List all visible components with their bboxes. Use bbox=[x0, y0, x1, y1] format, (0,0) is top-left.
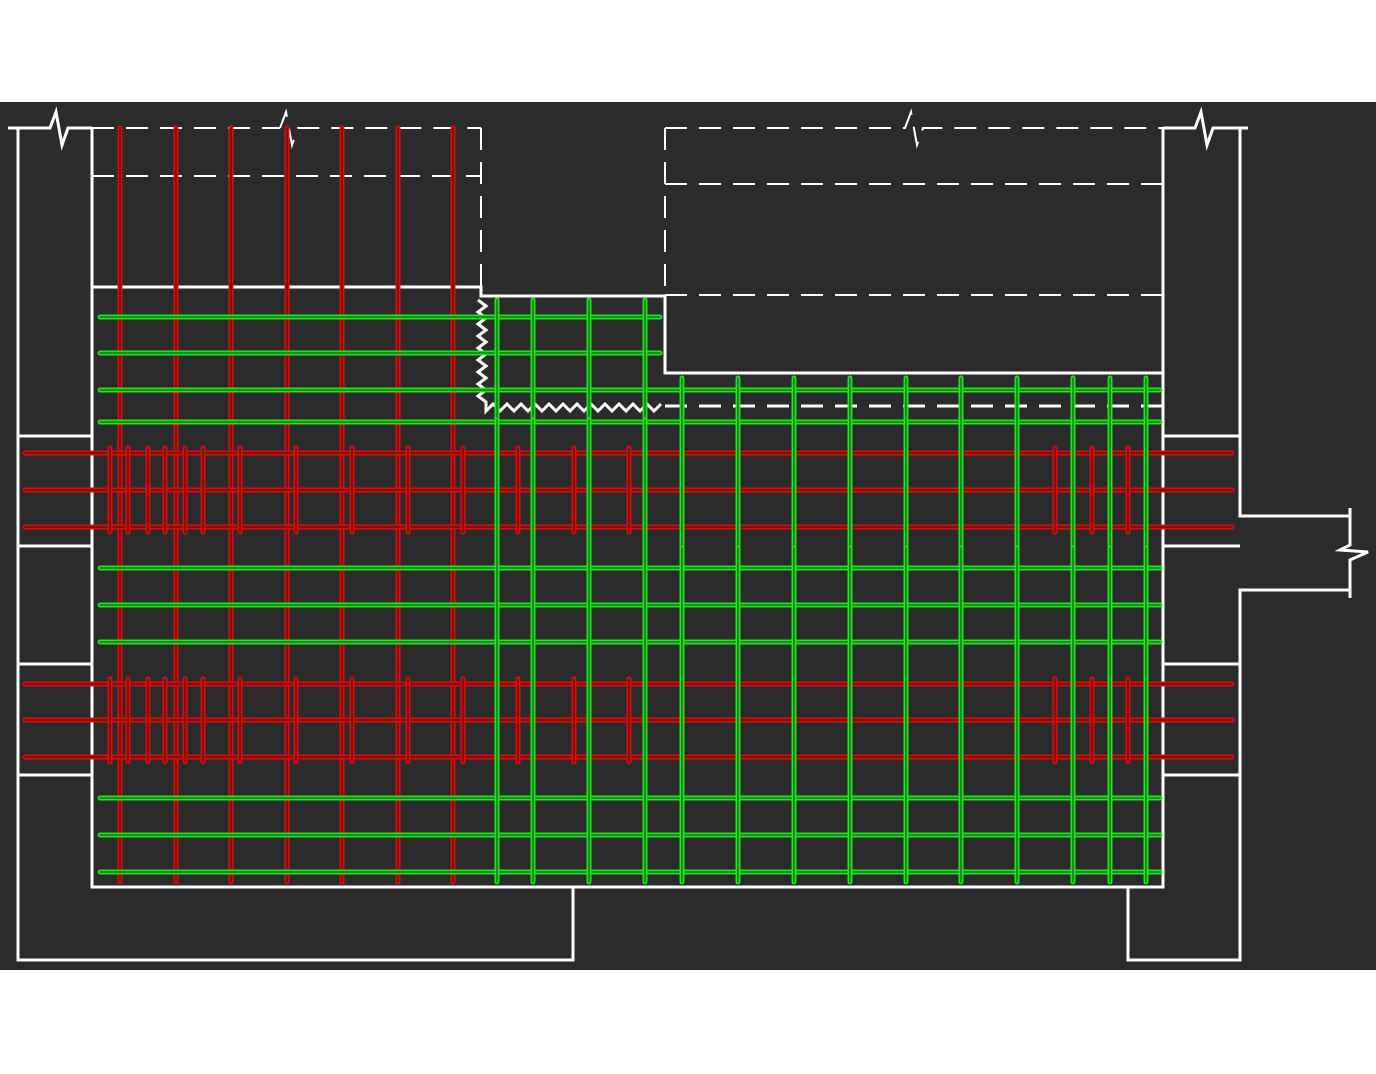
right-column-outline bbox=[1238, 128, 1350, 518]
green-rebar bbox=[97, 297, 1163, 885]
construction-joint bbox=[475, 298, 663, 415]
left-footing-outline bbox=[16, 128, 575, 962]
slab-bottom-outline bbox=[90, 128, 1163, 889]
canvas-background bbox=[0, 102, 1376, 970]
dashed-line bbox=[665, 108, 1163, 149]
right-footing-outline bbox=[1126, 128, 1350, 962]
break-line bbox=[1334, 508, 1369, 598]
break-line bbox=[8, 106, 92, 151]
concrete-outline bbox=[8, 106, 1369, 962]
zigzag-line bbox=[475, 298, 663, 415]
dashed-line bbox=[279, 108, 481, 149]
hidden-lines bbox=[92, 108, 1163, 408]
break-line bbox=[1163, 106, 1248, 151]
slab-top-outline bbox=[92, 285, 1163, 375]
